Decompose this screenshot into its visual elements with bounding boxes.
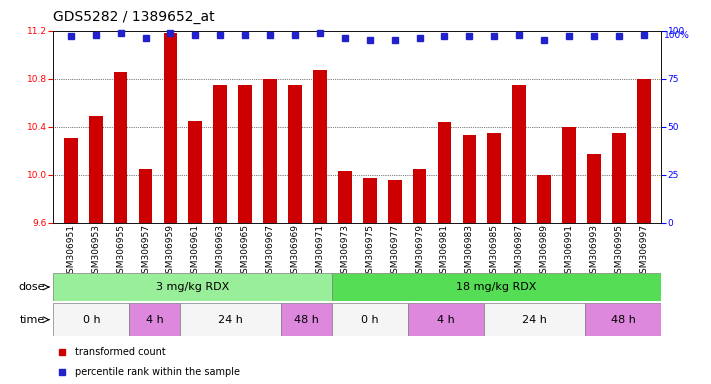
Bar	[513, 85, 526, 223]
Bar	[332, 273, 661, 301]
Bar	[562, 127, 576, 223]
Text: 48 h: 48 h	[294, 314, 319, 325]
Bar	[538, 175, 551, 223]
Bar	[180, 303, 282, 336]
Bar	[53, 273, 332, 301]
Bar	[238, 85, 252, 223]
Bar	[463, 135, 476, 223]
Text: dose: dose	[18, 282, 46, 292]
Text: GDS5282 / 1389652_at: GDS5282 / 1389652_at	[53, 10, 215, 23]
Bar	[488, 133, 501, 223]
Bar	[412, 169, 427, 223]
Bar	[263, 79, 277, 223]
Bar	[213, 85, 227, 223]
Bar	[612, 133, 626, 223]
Bar	[188, 121, 202, 223]
Text: 100%: 100%	[664, 31, 690, 40]
Text: 0 h: 0 h	[361, 314, 379, 325]
Text: 3 mg/kg RDX: 3 mg/kg RDX	[156, 282, 229, 292]
Text: 0 h: 0 h	[82, 314, 100, 325]
Bar	[587, 154, 601, 223]
Bar	[585, 303, 661, 336]
Bar	[114, 71, 127, 223]
Bar	[408, 303, 484, 336]
Text: 4 h: 4 h	[146, 314, 164, 325]
Bar	[332, 303, 408, 336]
Text: 24 h: 24 h	[522, 314, 547, 325]
Text: transformed count: transformed count	[75, 347, 166, 357]
Bar	[53, 303, 129, 336]
Text: 24 h: 24 h	[218, 314, 243, 325]
Bar	[89, 116, 102, 223]
Text: 18 mg/kg RDX: 18 mg/kg RDX	[456, 282, 537, 292]
Text: 48 h: 48 h	[611, 314, 636, 325]
Bar	[164, 33, 177, 223]
Bar	[387, 179, 402, 223]
Bar	[438, 122, 451, 223]
Bar	[338, 171, 352, 223]
Bar	[313, 70, 327, 223]
Bar	[282, 303, 332, 336]
Bar	[288, 85, 302, 223]
Bar	[637, 79, 651, 223]
Text: time: time	[20, 314, 46, 325]
Text: percentile rank within the sample: percentile rank within the sample	[75, 367, 240, 377]
Bar	[64, 137, 77, 223]
Bar	[129, 303, 180, 336]
Bar	[363, 178, 377, 223]
Bar	[139, 169, 152, 223]
Bar	[484, 303, 585, 336]
Text: 4 h: 4 h	[437, 314, 455, 325]
